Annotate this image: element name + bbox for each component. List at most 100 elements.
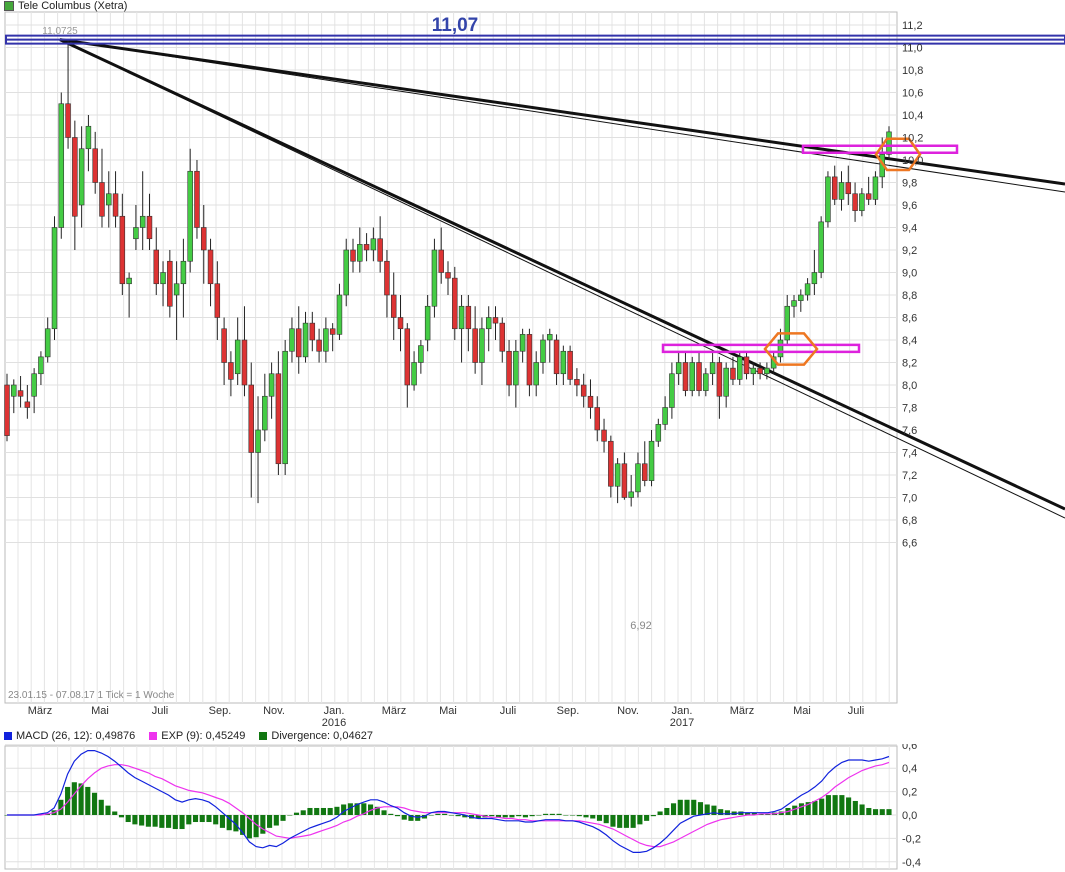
candle-body: [560, 350, 567, 375]
divergence-bar: [704, 804, 710, 815]
candle-body: [499, 322, 506, 352]
divergence-bar: [617, 815, 623, 828]
title-swatch: [4, 1, 14, 11]
candle-body: [553, 339, 560, 375]
candle-body: [642, 463, 648, 481]
divergence-bar: [543, 813, 549, 815]
macd-line: [7, 749, 890, 854]
divergence-bar: [516, 815, 522, 817]
candle-body: [492, 317, 499, 324]
candle-body: [302, 322, 309, 358]
candle-body: [65, 103, 71, 138]
macd-legend-label: MACD (26, 12): 0,49876: [16, 730, 136, 742]
divergence-bar: [846, 797, 852, 815]
divergence-bar: [455, 815, 461, 817]
candle-body: [24, 401, 31, 408]
divergence-bar: [320, 807, 327, 815]
macd-chart: -0,4 -0,2 0,0 0,2 0,4 0,6: [4, 744, 921, 870]
candle-body: [194, 170, 200, 228]
divergence-bar: [267, 815, 273, 828]
divergence-bar: [152, 815, 158, 827]
candle-body: [58, 103, 65, 228]
divergence-bar: [522, 815, 528, 818]
candle-body: [106, 193, 112, 206]
divergence-bar: [664, 807, 670, 815]
divergence-bar: [347, 803, 353, 815]
divergence-bar: [590, 815, 596, 819]
candle-body: [72, 137, 78, 217]
candle-body: [723, 367, 729, 397]
y-tick-label: 8,2: [902, 358, 917, 370]
divergence-bar: [388, 813, 394, 815]
divergence-bar: [213, 815, 219, 825]
x-tick-label: Juli: [500, 705, 517, 717]
divergence-bar: [233, 815, 239, 832]
y-tick-label: 7,8: [902, 403, 917, 415]
macd-y-tick-label: 0,0: [902, 810, 917, 822]
divergence-bar: [226, 815, 232, 831]
macd-legend-item: MACD (26, 12): 0,49876: [4, 730, 135, 742]
candle-body: [798, 294, 804, 301]
exp-swatch: [149, 732, 158, 740]
divergence-bar: [260, 815, 266, 834]
x-tick-label: März: [730, 705, 754, 717]
divergence-bar: [374, 806, 380, 815]
divergence-bar: [549, 813, 555, 815]
divergence-bar: [408, 815, 414, 821]
candle-body: [11, 384, 17, 397]
candle-body: [736, 356, 743, 380]
candle-body: [139, 215, 146, 228]
candle-body: [574, 379, 580, 386]
divergence-bar: [886, 809, 892, 815]
divergence-bar: [670, 803, 677, 815]
macd-y-tick-label: -0,4: [902, 857, 921, 869]
down-trendline-thick: [59, 38, 1065, 511]
divergence-bar: [576, 815, 582, 817]
divergence-bar: [711, 805, 717, 815]
candle-body: [268, 373, 275, 397]
candle-body: [329, 328, 336, 335]
divergence-bar: [341, 804, 347, 815]
candle-body: [295, 328, 302, 358]
divergence-bar: [475, 815, 481, 819]
divergence-bar: [442, 813, 448, 815]
divergence-bar: [751, 812, 757, 815]
range-note: 23.01.15 - 07.08.17 1 Tick = 1 Woche: [8, 690, 175, 701]
candle-body: [112, 193, 119, 217]
candle-body: [601, 429, 607, 442]
plot-area: [4, 11, 898, 704]
candle-body: [363, 244, 370, 251]
exp-legend-item: EXP (9): 0,45249: [149, 730, 245, 742]
divergence-bar: [556, 813, 562, 815]
candle-body: [133, 227, 139, 240]
candle-body: [608, 440, 614, 487]
divergence-bar: [435, 813, 441, 815]
divergence-bar: [536, 815, 542, 816]
y-tick-label: 9,2: [902, 245, 917, 257]
candle-body: [526, 334, 533, 386]
y-tick-label: 9,0: [902, 268, 917, 280]
y-tick-label: 9,6: [902, 200, 917, 212]
divergence-bar: [192, 815, 199, 823]
candle-body: [784, 305, 790, 341]
x-tick-label: Mai: [793, 705, 811, 717]
candle-body: [811, 272, 818, 285]
x-tick-label: Mai: [439, 705, 457, 717]
y-tick-label: 9,8: [902, 178, 917, 190]
y-tick-label: 10,2: [902, 133, 923, 145]
candle-body: [350, 249, 356, 262]
divergence-bar: [879, 809, 885, 815]
candle-body: [187, 170, 193, 262]
y-tick-label: 8,8: [902, 290, 917, 302]
y-tick-label: 6,6: [902, 538, 917, 550]
divergence-bar: [603, 815, 609, 824]
divergence-bar: [44, 813, 50, 815]
candle-body: [859, 193, 865, 211]
divergence-bar: [280, 815, 286, 821]
divergence-bar: [85, 786, 91, 815]
divergence-bar: [78, 783, 84, 815]
divergence-bar: [509, 815, 515, 818]
candle-body: [818, 221, 824, 273]
divergence-bar: [637, 815, 643, 825]
candle-body: [852, 193, 858, 211]
